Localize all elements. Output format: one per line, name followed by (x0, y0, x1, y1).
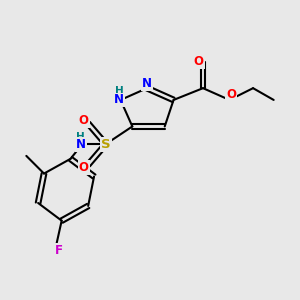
Text: H: H (115, 85, 124, 95)
Text: N: N (142, 77, 152, 90)
Text: O: O (226, 88, 236, 100)
Text: O: O (79, 161, 89, 174)
Text: F: F (55, 244, 63, 256)
Text: O: O (79, 114, 89, 127)
Text: O: O (194, 55, 204, 68)
Text: S: S (101, 138, 111, 151)
Text: N: N (114, 93, 124, 106)
Text: N: N (76, 138, 86, 151)
Text: H: H (76, 132, 85, 142)
